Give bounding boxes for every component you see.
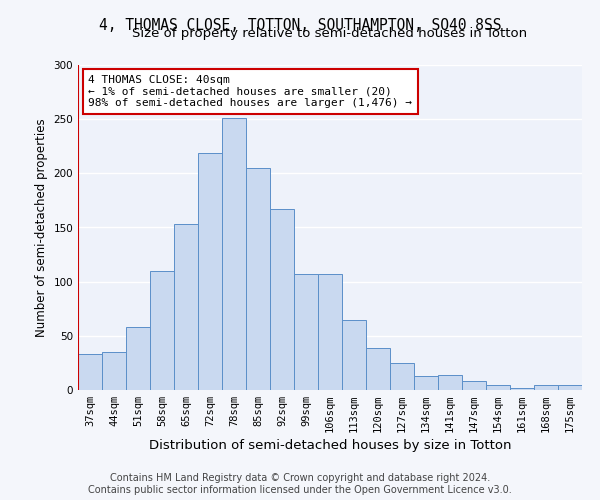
Text: Contains HM Land Registry data © Crown copyright and database right 2024.
Contai: Contains HM Land Registry data © Crown c… — [88, 474, 512, 495]
Bar — [534, 384, 558, 390]
Bar — [414, 376, 438, 390]
Y-axis label: Number of semi-detached properties: Number of semi-detached properties — [35, 118, 48, 337]
Bar — [462, 382, 486, 390]
Text: 4, THOMAS CLOSE, TOTTON, SOUTHAMPTON, SO40 8SS: 4, THOMAS CLOSE, TOTTON, SOUTHAMPTON, SO… — [99, 18, 501, 32]
Bar — [342, 320, 366, 390]
Bar — [366, 348, 390, 390]
Bar — [318, 274, 342, 390]
Bar — [294, 274, 318, 390]
Bar — [390, 363, 414, 390]
Bar — [174, 224, 198, 390]
Text: 4 THOMAS CLOSE: 40sqm
← 1% of semi-detached houses are smaller (20)
98% of semi-: 4 THOMAS CLOSE: 40sqm ← 1% of semi-detac… — [88, 74, 412, 108]
Bar — [150, 271, 174, 390]
Bar — [78, 354, 102, 390]
Bar — [558, 384, 582, 390]
Bar — [198, 153, 222, 390]
Bar — [126, 327, 150, 390]
Bar — [510, 388, 534, 390]
Bar — [438, 375, 462, 390]
Bar — [222, 118, 246, 390]
Bar — [486, 384, 510, 390]
Title: Size of property relative to semi-detached houses in Totton: Size of property relative to semi-detach… — [133, 27, 527, 40]
X-axis label: Distribution of semi-detached houses by size in Totton: Distribution of semi-detached houses by … — [149, 440, 511, 452]
Bar — [270, 209, 294, 390]
Bar — [102, 352, 126, 390]
Bar — [246, 168, 270, 390]
